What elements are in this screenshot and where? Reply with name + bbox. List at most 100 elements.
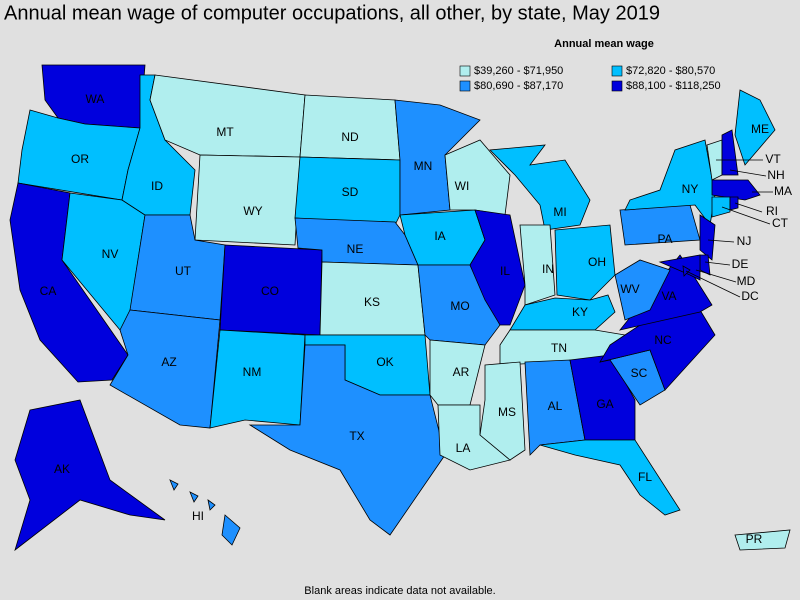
leader-line xyxy=(721,206,771,225)
state-shape xyxy=(519,224,556,306)
state-label: OH xyxy=(588,255,606,269)
state-shape xyxy=(509,294,616,331)
state-label: CT xyxy=(772,216,789,230)
state-label: CO xyxy=(261,284,279,298)
state-label: TX xyxy=(349,429,364,443)
state-label: SD xyxy=(342,185,359,199)
state-shape xyxy=(711,196,731,218)
leader-line xyxy=(729,169,767,177)
state-label: RI xyxy=(766,204,778,218)
state-shape xyxy=(658,254,701,281)
legend-label: $88,100 - $118,250 xyxy=(626,80,721,92)
state-label: DC xyxy=(741,289,759,303)
state-label: OR xyxy=(71,152,89,166)
state-label: NY xyxy=(682,182,699,196)
state-label: KY xyxy=(572,305,588,319)
map-title: Annual mean wage of computer occupations… xyxy=(4,2,660,24)
legend-swatch xyxy=(459,80,471,92)
state-shape xyxy=(489,144,591,231)
state-shape xyxy=(734,529,791,551)
state-shape xyxy=(729,196,739,211)
state-label: IA xyxy=(434,229,445,243)
state-label: MA xyxy=(774,184,792,198)
state-label: VT xyxy=(765,152,781,166)
state-shape xyxy=(169,479,179,491)
state-label: TN xyxy=(551,341,567,355)
state-label: MN xyxy=(414,159,433,173)
state-labels: WA OR CA NV ID MT WY UT AZ CO NM ND SD NE KS OK TX MN IA MO… xyxy=(40,92,792,546)
leader-line xyxy=(704,261,731,266)
state-shape xyxy=(109,309,221,429)
state-label: HI xyxy=(192,509,204,523)
state-label: MD xyxy=(737,274,756,288)
state-label: WV xyxy=(620,282,639,296)
state-label: MI xyxy=(553,205,566,219)
state-shape xyxy=(539,439,681,516)
state-label: AK xyxy=(54,462,70,476)
state-label: UT xyxy=(175,264,192,278)
state-shape xyxy=(614,259,671,321)
leader-line xyxy=(685,270,741,298)
state-shape xyxy=(294,156,401,226)
footnote: Blank areas indicate data not available. xyxy=(304,585,495,597)
state-label: NM xyxy=(243,365,262,379)
legend-label: $80,690 - $87,170 xyxy=(474,80,563,92)
state-label: WA xyxy=(86,92,105,106)
state-shape xyxy=(189,491,199,503)
state-shape xyxy=(711,179,761,201)
state-label: AZ xyxy=(161,355,176,369)
states xyxy=(9,64,791,552)
state-label: GA xyxy=(596,397,613,411)
state-shape xyxy=(469,209,526,326)
state-shape xyxy=(299,94,401,161)
state-shape xyxy=(14,399,166,552)
state-label: VA xyxy=(661,289,676,303)
state-shape xyxy=(209,329,306,429)
state-label: IN xyxy=(542,262,554,276)
leader-line xyxy=(695,269,737,283)
legend-title: Annual mean wage xyxy=(554,38,654,50)
state-shape xyxy=(248,344,446,536)
state-label: WI xyxy=(455,179,470,193)
legend-swatch xyxy=(459,65,471,77)
state-label: FL xyxy=(638,470,652,484)
state-label: ME xyxy=(751,122,769,136)
legend-label: $39,260 - $71,950 xyxy=(474,65,563,77)
state-label: ID xyxy=(151,179,163,193)
leader-line xyxy=(734,202,763,213)
state-label: PA xyxy=(657,232,672,246)
state-label: SC xyxy=(631,366,648,380)
state-label: NE xyxy=(347,242,364,256)
state-shape xyxy=(479,361,526,461)
state-label: KS xyxy=(364,295,380,309)
state-shape xyxy=(207,499,216,511)
state-shape xyxy=(699,214,716,261)
state-shape xyxy=(734,89,776,166)
state-label: WY xyxy=(243,204,262,218)
state-label: CA xyxy=(40,284,57,298)
state-label: AR xyxy=(453,365,470,379)
legend: $39,260 - $71,950 $72,820 - $80,570 $80,69… xyxy=(459,65,721,92)
state-label: ND xyxy=(341,130,359,144)
state-label: IL xyxy=(500,264,510,278)
state-label: MS xyxy=(498,405,516,419)
state-shape xyxy=(721,129,739,176)
state-label: MO xyxy=(450,299,469,313)
state-shape xyxy=(221,514,241,546)
leader-line xyxy=(707,239,735,243)
legend-swatch xyxy=(611,80,623,92)
state-label: NH xyxy=(767,168,784,182)
legend-swatch xyxy=(611,65,623,77)
state-label: NJ xyxy=(737,234,752,248)
state-label: OK xyxy=(376,355,393,369)
state-label: PR xyxy=(746,532,763,546)
state-label: NC xyxy=(654,333,672,347)
state-shape xyxy=(554,224,616,301)
legend-label: $72,820 - $80,570 xyxy=(626,65,715,77)
state-label: MT xyxy=(216,125,234,139)
state-label: DE xyxy=(732,257,749,271)
state-shape xyxy=(194,154,301,246)
state-label: AL xyxy=(548,399,563,413)
state-label: NV xyxy=(102,247,119,261)
state-label: LA xyxy=(456,441,471,455)
